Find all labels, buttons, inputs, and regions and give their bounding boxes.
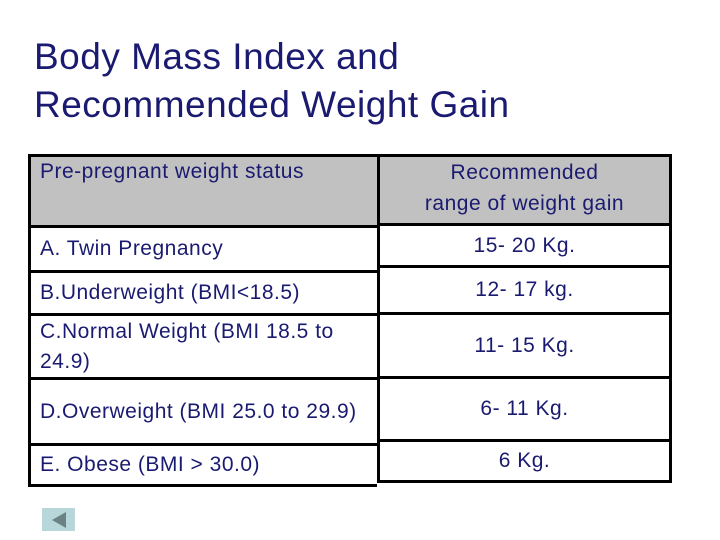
table-row-gain-obese: 6 Kg. bbox=[380, 442, 669, 483]
table-column-gain: Recommended range of weight gain 15- 20 K… bbox=[377, 154, 672, 483]
table-row-status-overweight: D.Overweight (BMI 25.0 to 29.9) bbox=[31, 380, 377, 446]
table-row-gain-normal: 11- 15 Kg. bbox=[380, 315, 669, 379]
title-line-2: Recommended Weight Gain bbox=[34, 84, 510, 125]
page-title: Body Mass Index and Recommended Weight Ga… bbox=[34, 33, 510, 129]
table-row-status-twin: A. Twin Pregnancy bbox=[31, 228, 377, 273]
table-row-gain-overweight: 6- 11 Kg. bbox=[380, 379, 669, 442]
back-arrow-icon bbox=[51, 511, 66, 528]
table-row-gain-twin: 15- 20 Kg. bbox=[380, 226, 669, 268]
back-button[interactable] bbox=[42, 508, 75, 531]
table-row-status-underweight: B.Underweight (BMI<18.5) bbox=[31, 273, 377, 316]
column-header-gain-text: Recommended range of weight gain bbox=[424, 161, 625, 215]
title-line-1: Body Mass Index and bbox=[34, 36, 400, 77]
table-row-status-normal: C.Normal Weight (BMI 18.5 to 24.9) bbox=[31, 316, 377, 380]
column-header-gain: Recommended range of weight gain bbox=[380, 157, 669, 226]
table-row-status-obese: E. Obese (BMI > 30.0) bbox=[31, 446, 377, 487]
table-row-gain-underweight: 12- 17 kg. bbox=[380, 268, 669, 315]
table-column-status: Pre-pregnant weight status A. Twin Pregn… bbox=[28, 154, 377, 487]
column-header-status: Pre-pregnant weight status bbox=[31, 157, 377, 228]
